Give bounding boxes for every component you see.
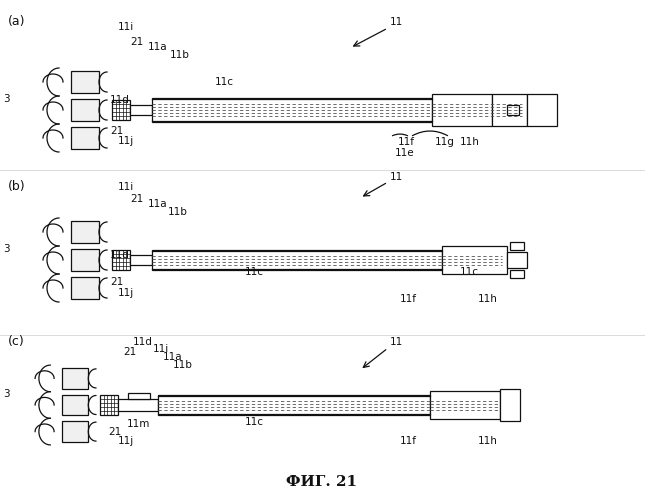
Bar — [112, 100, 130, 120]
Text: 11c: 11c — [245, 267, 264, 277]
Text: 11d: 11d — [110, 95, 130, 105]
Text: 21: 21 — [130, 194, 143, 204]
Text: 21: 21 — [108, 427, 121, 437]
Text: 11j: 11j — [118, 436, 134, 446]
Bar — [510, 242, 524, 250]
Text: 11a: 11a — [148, 199, 168, 209]
Bar — [130, 105, 152, 115]
Bar — [500, 389, 520, 421]
Bar — [62, 368, 88, 389]
Text: 11c: 11c — [460, 267, 479, 277]
Text: 11f: 11f — [400, 294, 417, 304]
Text: 11i: 11i — [153, 344, 169, 354]
Text: 11a: 11a — [148, 42, 168, 52]
Bar — [432, 94, 492, 126]
Text: 21: 21 — [130, 37, 143, 47]
Text: 11j: 11j — [118, 136, 134, 146]
Text: 3: 3 — [3, 94, 10, 104]
Bar — [62, 394, 88, 415]
Bar — [71, 277, 99, 299]
Text: 11c: 11c — [215, 77, 234, 87]
Bar — [507, 105, 519, 115]
Text: (a): (a) — [8, 15, 26, 28]
Bar — [71, 71, 99, 93]
Text: 11a: 11a — [163, 352, 183, 362]
Text: 21: 21 — [110, 277, 123, 287]
Text: 11h: 11h — [478, 294, 498, 304]
Text: 11: 11 — [390, 337, 403, 347]
Text: 11b: 11b — [173, 360, 193, 370]
Bar — [71, 99, 99, 121]
Text: 11g: 11g — [435, 137, 455, 147]
Bar — [492, 94, 527, 126]
Bar — [507, 252, 527, 268]
Text: 3: 3 — [3, 244, 10, 254]
Bar — [118, 399, 158, 411]
Text: 11d: 11d — [133, 337, 153, 347]
Text: 11m: 11m — [127, 419, 150, 429]
Text: 11c: 11c — [245, 417, 264, 427]
Text: 11f: 11f — [400, 436, 417, 446]
Bar — [100, 395, 118, 415]
Text: 11: 11 — [390, 17, 403, 27]
Text: 11i: 11i — [118, 22, 134, 32]
Text: ФИГ. 21: ФИГ. 21 — [286, 475, 357, 489]
Text: (c): (c) — [8, 335, 25, 348]
Bar — [112, 250, 130, 270]
Bar — [128, 393, 150, 399]
Text: 11j: 11j — [118, 288, 134, 298]
Bar — [71, 249, 99, 271]
Text: 21: 21 — [110, 126, 123, 136]
Bar — [442, 246, 507, 274]
Text: 11f: 11f — [398, 137, 415, 147]
Text: 11b: 11b — [170, 50, 190, 60]
Text: 11: 11 — [390, 172, 403, 182]
Text: 11i: 11i — [118, 182, 134, 192]
Bar — [71, 221, 99, 243]
Text: 11h: 11h — [478, 436, 498, 446]
Bar — [130, 255, 152, 265]
Bar — [510, 270, 524, 278]
Bar — [158, 395, 430, 415]
Bar — [527, 94, 557, 126]
Text: 11e: 11e — [395, 148, 415, 158]
Text: 21: 21 — [123, 347, 136, 357]
Bar — [152, 98, 432, 122]
Bar — [430, 391, 500, 419]
Text: 11h: 11h — [460, 137, 480, 147]
Bar — [152, 250, 442, 270]
Bar — [71, 127, 99, 149]
Text: 3: 3 — [3, 389, 10, 399]
Text: 11b: 11b — [168, 207, 188, 217]
Bar — [62, 421, 88, 442]
Text: (b): (b) — [8, 180, 26, 193]
Text: 11d: 11d — [110, 250, 130, 260]
